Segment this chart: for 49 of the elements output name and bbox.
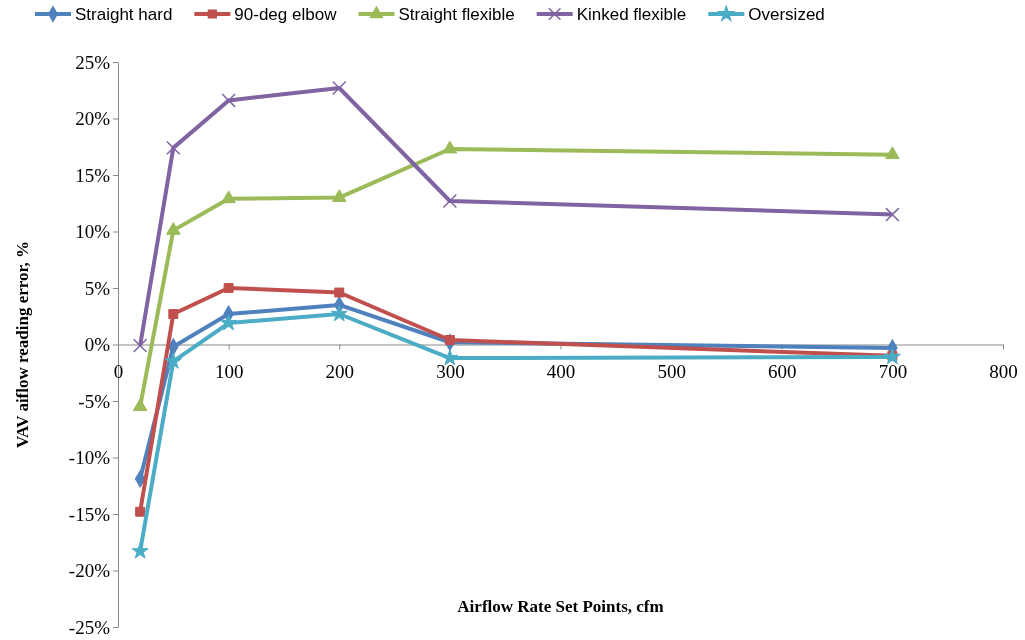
- y-tick-label: 15%: [75, 164, 111, 186]
- y-tick-label: 0%: [84, 334, 111, 356]
- point: [132, 398, 148, 412]
- x-tick-label: 0: [113, 360, 124, 382]
- point: [444, 335, 455, 345]
- legend-label: Kinked flexible: [576, 5, 687, 24]
- point: [166, 222, 181, 235]
- y-tick-label: -5%: [78, 390, 111, 412]
- point: [331, 189, 347, 203]
- legend-label: Straight flexible: [398, 5, 515, 24]
- point: [441, 349, 459, 366]
- point: [221, 93, 236, 108]
- point: [885, 146, 900, 160]
- point: [223, 283, 234, 293]
- point: [131, 542, 149, 559]
- x-tick-label: 200: [325, 360, 354, 382]
- y-tick-label: 10%: [75, 221, 111, 243]
- y-tick-label: 25%: [75, 51, 111, 73]
- y-tick-label: -20%: [68, 560, 111, 582]
- y-tick-label: 20%: [75, 108, 111, 130]
- y-tick-label: -10%: [68, 447, 111, 469]
- legend-label: Straight hard: [75, 5, 173, 24]
- x-tick-label: 400: [546, 360, 576, 382]
- point: [135, 506, 146, 517]
- point: [885, 207, 900, 222]
- y-tick-label: -25%: [68, 616, 111, 638]
- point: [221, 190, 236, 204]
- point: [132, 338, 148, 353]
- point: [164, 352, 182, 369]
- x-tick-label: 500: [657, 360, 686, 382]
- point: [330, 305, 348, 322]
- x-tick-label: 700: [878, 360, 908, 382]
- legend-label: Oversized: [748, 5, 825, 24]
- point: [334, 287, 345, 298]
- point: [220, 314, 238, 331]
- y-tick-label: 5%: [84, 277, 111, 299]
- x-tick-label: 100: [214, 360, 244, 382]
- x-tick-label: 800: [989, 360, 1018, 382]
- x-tick-label: 300: [436, 360, 465, 382]
- x-tick-label: 600: [768, 360, 797, 382]
- point: [883, 347, 901, 365]
- point: [332, 80, 347, 96]
- point: [168, 309, 179, 319]
- y-axis-title: VAV aiflow reading error, %: [13, 240, 32, 449]
- x-axis-title: Airflow Rate Set Points, cfm: [457, 597, 664, 616]
- y-tick-label: -15%: [68, 503, 111, 525]
- point: [442, 140, 458, 154]
- point: [166, 140, 181, 156]
- legend-label: 90-deg elbow: [234, 5, 338, 24]
